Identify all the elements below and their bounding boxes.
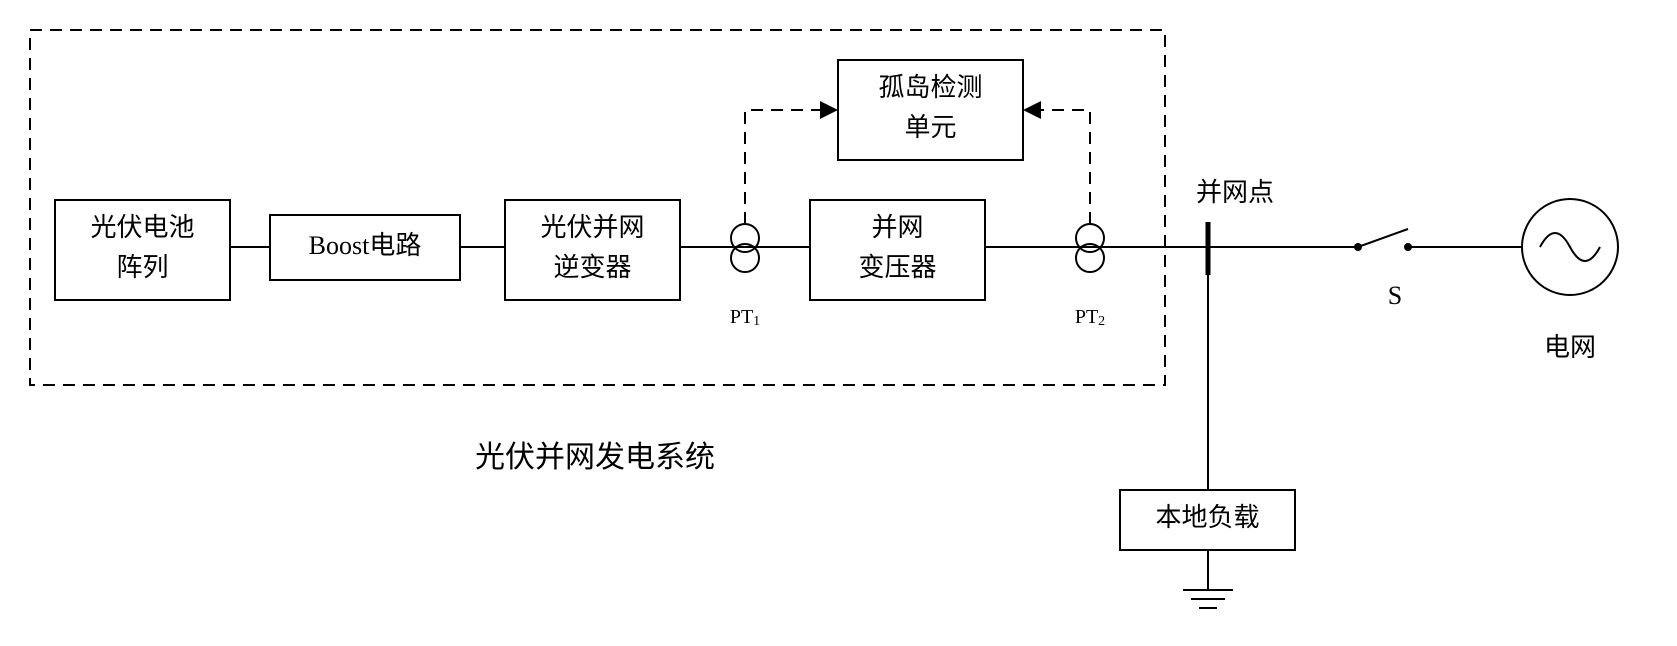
inverter-label-1: 逆变器 [553,253,631,282]
island-label-1: 单元 [904,113,956,142]
pt1-coil-lower [731,244,759,272]
grid-label: 电网 [1544,333,1596,362]
pt2-to-island [1041,110,1090,224]
island-block: 孤岛检测单元 [838,60,1023,160]
pt2-label: PT2 [1075,306,1105,330]
system-caption: 光伏并网发电系统 [475,441,715,474]
pv_array-label-1: 阵列 [116,253,168,282]
pt1-label: PT1 [730,306,760,330]
pv_array-block: 光伏电池阵列 [55,200,230,300]
grid_tx-block: 并网变压器 [810,200,985,300]
pt1-to-island [745,110,820,224]
grid_tx-label-1: 变压器 [858,253,936,282]
inverter-block: 光伏并网逆变器 [505,200,680,300]
switch-label: S [1388,281,1402,310]
inverter-label-0: 光伏并网 [540,213,644,242]
boost-label-0: Boost电路 [309,231,422,260]
island-label-0: 孤岛检测 [878,73,982,102]
switch-terminal-b [1404,243,1412,251]
pt2-coil-lower [1076,244,1104,272]
grid_tx-label-0: 并网 [871,213,923,242]
pv_array-label-0: 光伏电池 [90,213,194,242]
grid-sine-icon [1540,233,1600,261]
local_load-block: 本地负载 [1120,490,1295,550]
grid-tie-label: 并网点 [1196,178,1274,207]
boost-block: Boost电路 [270,215,460,280]
local_load-label-0: 本地负载 [1155,503,1259,532]
